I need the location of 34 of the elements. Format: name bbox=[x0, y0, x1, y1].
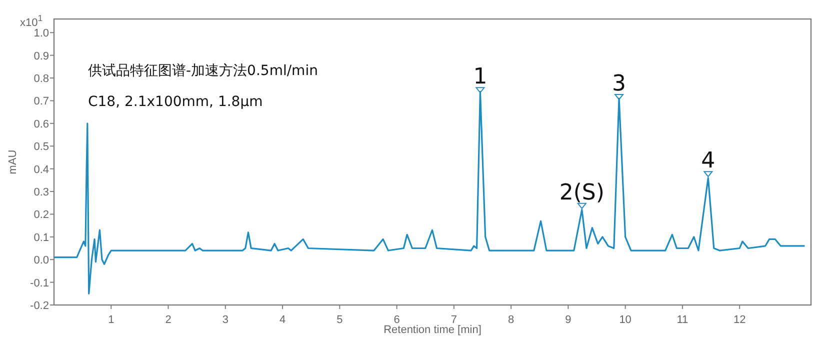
annotation: 4 bbox=[701, 148, 716, 178]
x-tick-label: 7 bbox=[450, 314, 457, 326]
x-tick-label: 6 bbox=[394, 314, 400, 326]
annotation: 1 bbox=[473, 64, 488, 94]
text: C18, 2.1x100mm, 1.8µm bbox=[88, 94, 263, 110]
x-tick-label: 12 bbox=[733, 314, 746, 326]
x-tick-label: 9 bbox=[565, 314, 572, 326]
y-tick-label: 0.3 bbox=[34, 186, 49, 199]
y-tick-label: 1.0 bbox=[34, 28, 49, 40]
y-tick-label: 0.5 bbox=[34, 141, 49, 154]
y-tick-label: 0.8 bbox=[34, 73, 49, 86]
y-axis-title: mAU bbox=[7, 150, 19, 174]
x-tick-label: 4 bbox=[279, 314, 286, 326]
x-tick-label: 10 bbox=[619, 314, 632, 326]
x-tick-label: 1 bbox=[108, 314, 114, 326]
y-tick-label: 0.7 bbox=[34, 96, 49, 108]
x-tick-label: 5 bbox=[336, 314, 343, 326]
x-tick-label: 3 bbox=[222, 314, 228, 326]
y-tick-label: 0.4 bbox=[34, 164, 49, 176]
x-tick-label: 11 bbox=[676, 314, 688, 326]
y-tick-label: 0.0 bbox=[34, 254, 49, 267]
y-tick-label: -0.2 bbox=[30, 300, 49, 312]
text: 供试品特征图谱-加速方法0.5ml/min bbox=[88, 63, 318, 79]
x-tick-label: 8 bbox=[508, 314, 514, 326]
y-tick-label: 0.1 bbox=[34, 232, 49, 244]
annotation: 3 bbox=[612, 71, 626, 100]
y-tick-label: 0.6 bbox=[34, 118, 49, 130]
y-tick-label: 0.2 bbox=[34, 209, 49, 222]
x-axis-title: Retention time [min] bbox=[384, 324, 482, 336]
annotation: 2(S) bbox=[559, 180, 604, 210]
y-tick-label: -0.1 bbox=[30, 277, 49, 290]
x-tick-label: 2 bbox=[165, 314, 172, 326]
text: x10$^{1}$ bbox=[20, 13, 43, 29]
y-tick-label: 0.9 bbox=[34, 50, 49, 62]
